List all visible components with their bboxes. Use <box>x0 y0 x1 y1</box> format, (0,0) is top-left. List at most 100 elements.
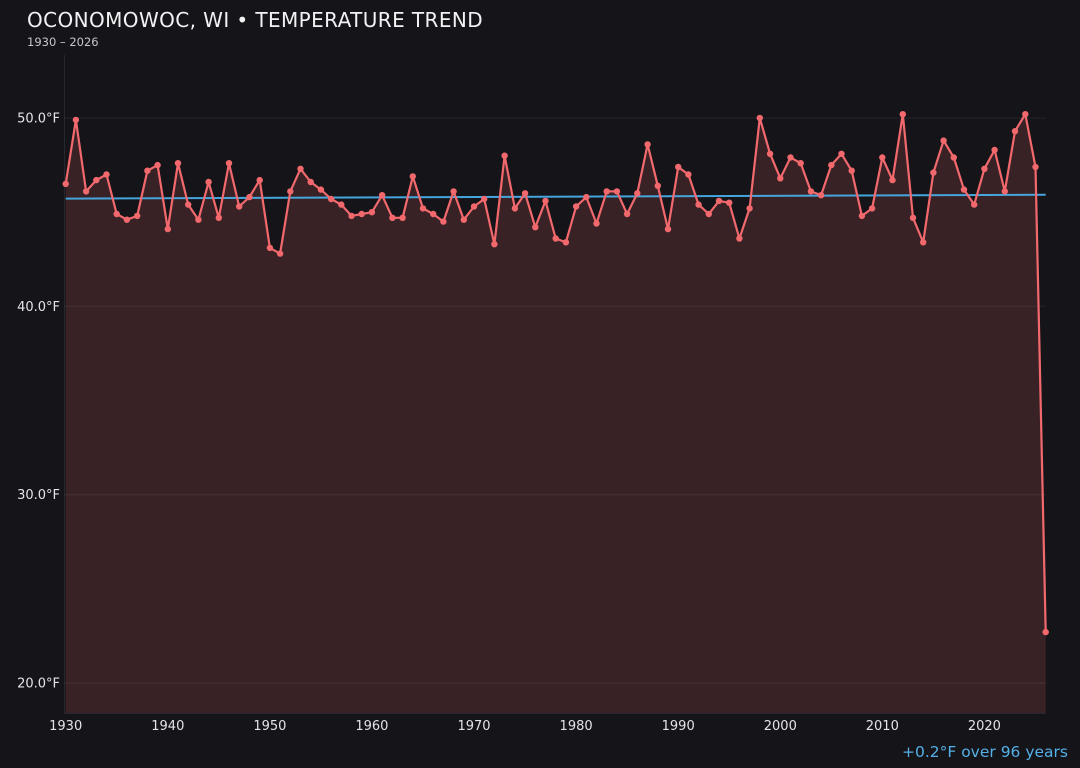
series-area-fill <box>65 114 1046 713</box>
y-tick-label-40: 40.0°F <box>17 300 60 315</box>
data-point-1951 <box>276 250 284 257</box>
x-tick-label-1950: 1950 <box>253 719 286 734</box>
x-tick-label-1970: 1970 <box>457 719 490 734</box>
data-point-2023 <box>1011 128 1019 135</box>
data-point-1972 <box>491 241 498 248</box>
page-title: OCONOMOWOC, WI • TEMPERATURE TREND <box>27 8 484 32</box>
data-point-2012 <box>899 111 906 118</box>
data-point-1933 <box>93 176 100 184</box>
data-point-1978 <box>552 235 559 242</box>
data-point-1974 <box>511 205 519 212</box>
data-point-1970 <box>470 203 478 210</box>
data-point-1963 <box>399 214 406 221</box>
x-tick-label-1980: 1980 <box>560 719 593 734</box>
data-point-1939 <box>154 161 161 169</box>
data-point-1959 <box>358 210 365 218</box>
data-point-1946 <box>225 160 233 167</box>
data-point-1981 <box>583 193 590 201</box>
data-point-1976 <box>532 224 539 231</box>
data-point-1984 <box>613 188 621 195</box>
data-point-2015 <box>930 169 937 176</box>
data-point-1934 <box>103 171 110 178</box>
data-point-1969 <box>460 216 467 223</box>
data-point-2008 <box>858 212 866 220</box>
data-point-1943 <box>195 216 202 223</box>
data-point-2022 <box>1001 188 1008 195</box>
data-point-1960 <box>368 209 376 216</box>
data-point-1944 <box>205 178 212 186</box>
data-point-1955 <box>317 186 325 193</box>
x-tick-label-2010: 2010 <box>866 719 899 734</box>
data-point-1952 <box>287 188 294 195</box>
data-point-1931 <box>72 116 80 124</box>
data-point-1993 <box>705 210 712 218</box>
trend-annotation: +0.2°F over 96 years <box>901 743 1068 761</box>
data-point-1988 <box>654 182 661 189</box>
data-point-2003 <box>807 188 815 195</box>
data-point-1996 <box>736 235 743 242</box>
data-point-1973 <box>501 152 508 159</box>
data-point-1982 <box>593 220 600 227</box>
data-point-1938 <box>144 167 151 174</box>
data-point-1986 <box>634 190 641 197</box>
data-point-2011 <box>889 176 896 184</box>
data-point-2016 <box>940 137 947 144</box>
x-tick-label-1940: 1940 <box>151 719 184 734</box>
data-point-2007 <box>848 167 855 174</box>
data-point-1980 <box>572 203 580 210</box>
data-point-1979 <box>562 239 570 246</box>
data-point-1930 <box>62 180 69 188</box>
data-point-1932 <box>82 188 90 195</box>
data-point-1989 <box>664 225 672 233</box>
data-point-1987 <box>644 141 651 148</box>
x-tick-label-2020: 2020 <box>968 719 1001 734</box>
x-tick-label-1990: 1990 <box>662 719 695 734</box>
data-point-2009 <box>868 205 876 212</box>
data-point-1968 <box>450 188 457 195</box>
data-point-2005 <box>828 161 835 169</box>
data-point-1995 <box>726 199 733 206</box>
data-point-2026 <box>1042 628 1049 636</box>
y-tick-label-30: 30.0°F <box>17 488 60 503</box>
data-point-1935 <box>113 210 120 218</box>
data-point-1953 <box>297 165 304 172</box>
data-point-1965 <box>419 205 427 212</box>
data-point-1937 <box>134 212 141 220</box>
data-point-2006 <box>838 150 845 157</box>
data-point-2024 <box>1022 111 1029 118</box>
data-point-2004 <box>817 192 825 199</box>
data-point-1966 <box>430 210 437 218</box>
data-point-1994 <box>715 197 723 205</box>
data-point-2017 <box>950 154 957 161</box>
data-point-2019 <box>971 201 978 208</box>
data-point-2025 <box>1032 163 1039 171</box>
chart-header: OCONOMOWOC, WI • TEMPERATURE TREND 1930 … <box>27 8 483 49</box>
data-point-1940 <box>164 225 171 233</box>
data-point-1954 <box>307 178 314 186</box>
data-point-2001 <box>787 154 794 161</box>
data-point-1991 <box>685 171 692 178</box>
data-point-1971 <box>481 195 488 203</box>
data-point-1998 <box>756 114 763 122</box>
data-point-1962 <box>389 214 396 221</box>
data-point-1942 <box>185 201 192 208</box>
data-point-1949 <box>256 176 263 184</box>
data-point-1957 <box>338 201 345 208</box>
page-subtitle: 1930 – 2026 <box>27 35 99 49</box>
x-tick-label-1960: 1960 <box>355 719 388 734</box>
data-point-2010 <box>879 154 886 161</box>
data-point-1983 <box>603 188 610 195</box>
data-point-1964 <box>409 173 416 180</box>
data-point-1985 <box>623 210 631 218</box>
data-point-1975 <box>521 190 529 197</box>
data-point-2000 <box>777 175 784 182</box>
data-point-2013 <box>909 214 917 221</box>
data-point-2014 <box>920 239 927 246</box>
data-point-1977 <box>542 197 549 205</box>
x-tick-label-2000: 2000 <box>764 719 797 734</box>
data-point-2021 <box>991 146 998 154</box>
data-point-2020 <box>981 165 988 172</box>
data-point-1992 <box>695 201 702 208</box>
data-point-1958 <box>348 212 355 220</box>
